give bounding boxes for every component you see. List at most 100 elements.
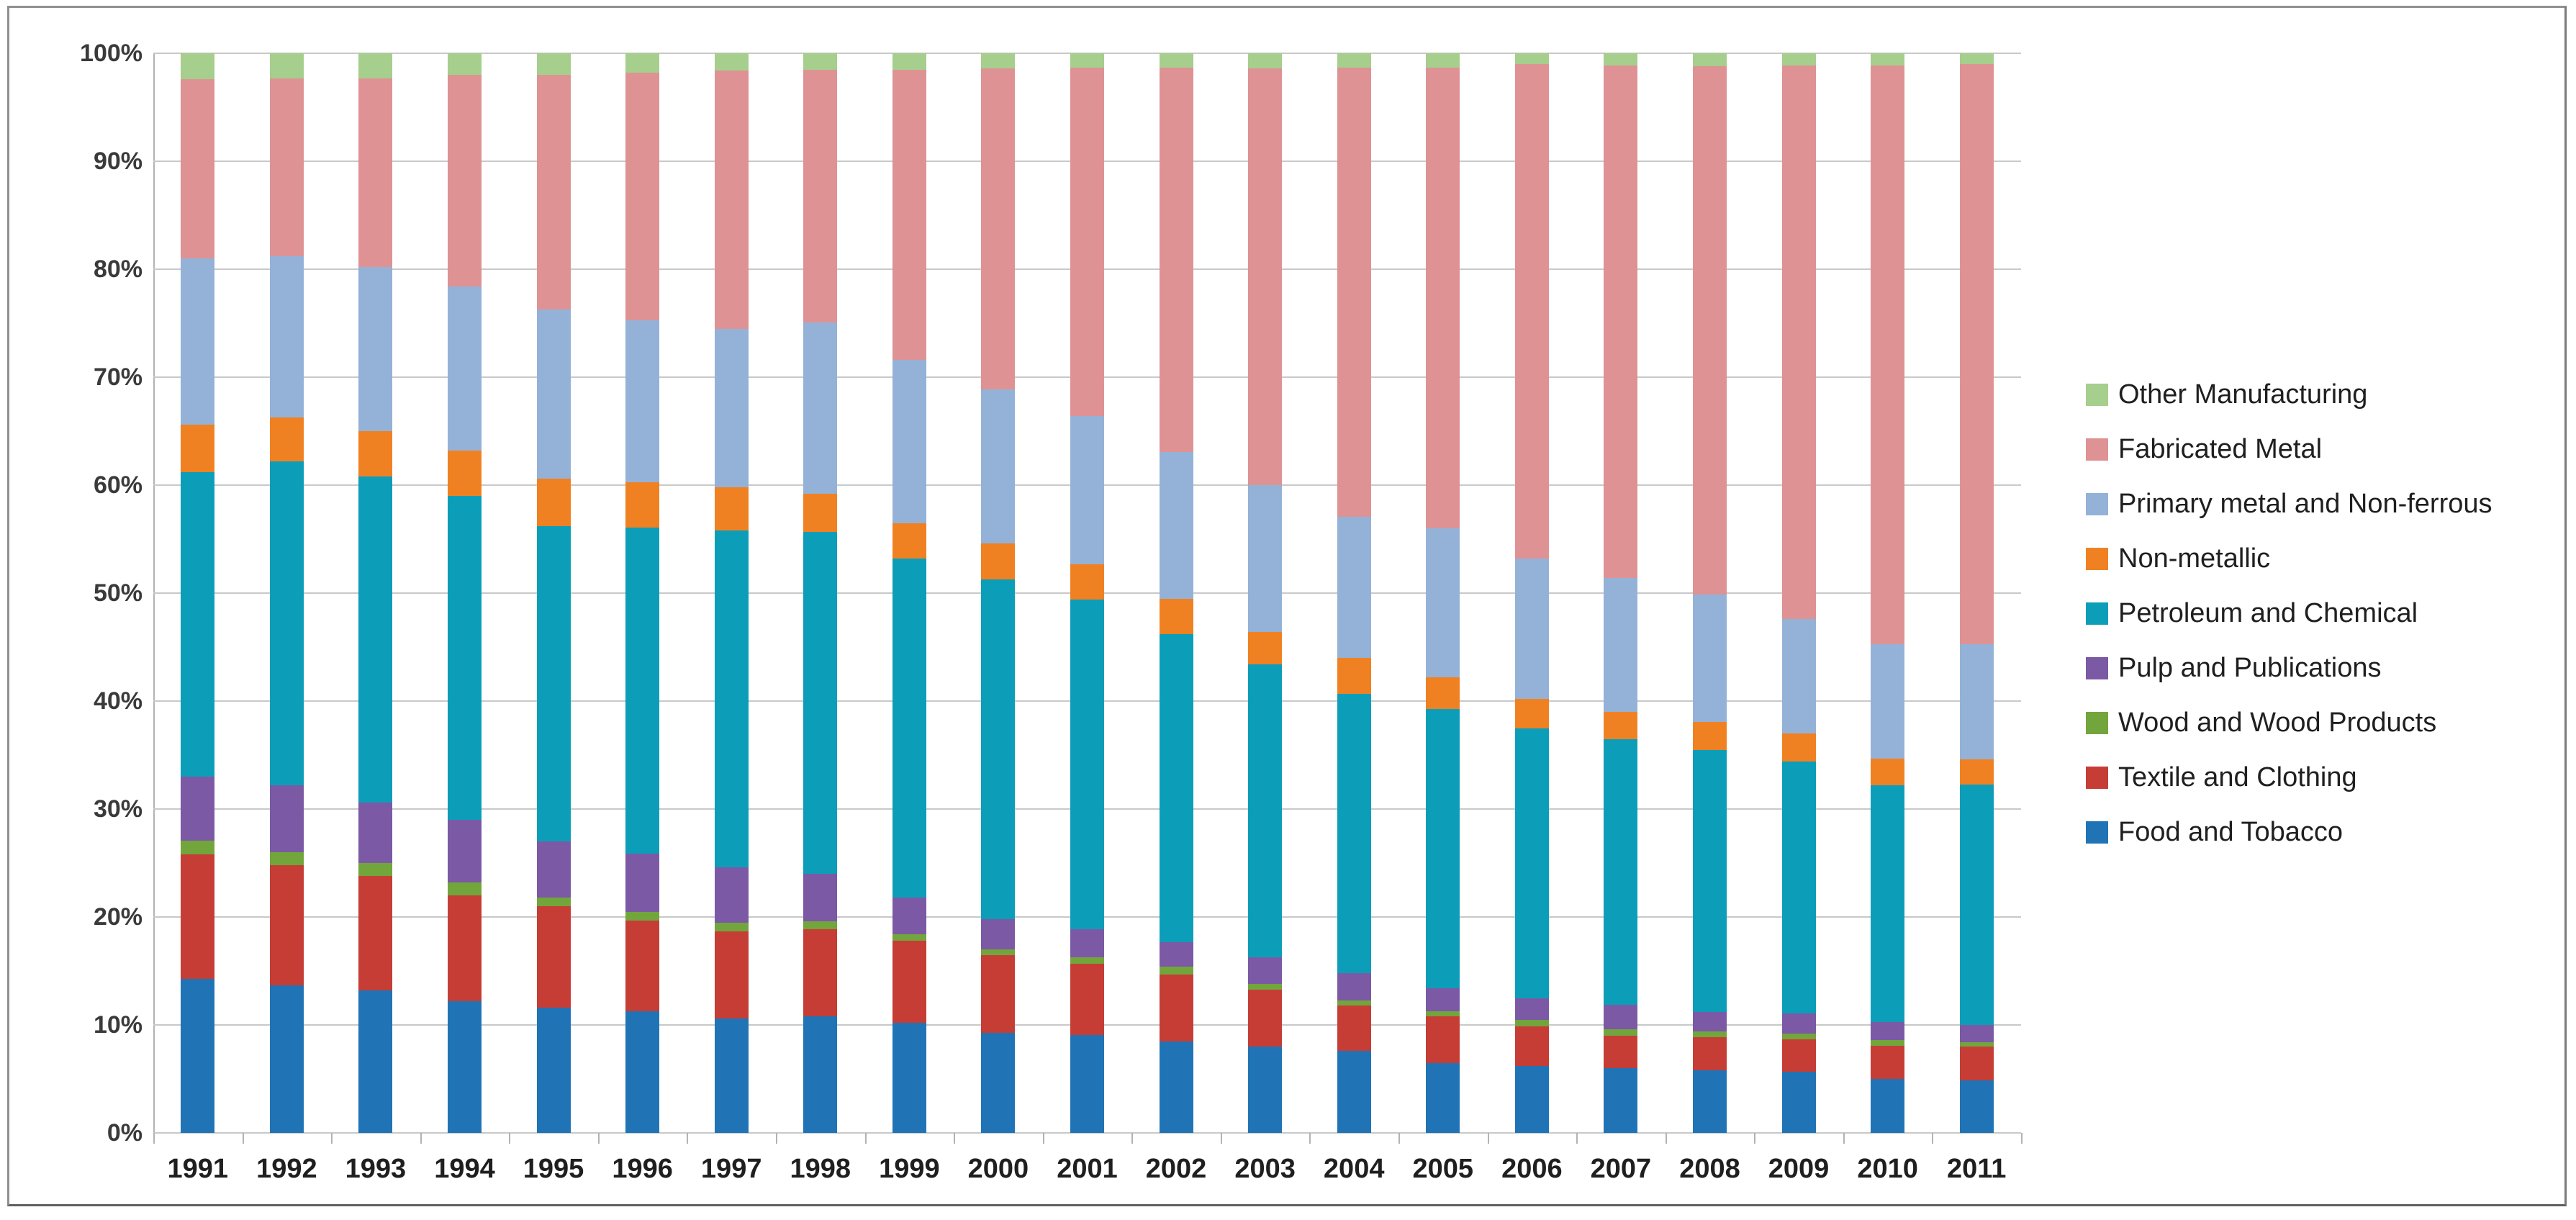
bar-segment-other-manufacturing bbox=[448, 53, 482, 75]
bar-segment-pulp-and-publications bbox=[1604, 1004, 1638, 1029]
bar-segment-pulp-and-publications bbox=[1070, 928, 1104, 957]
x-axis-tick bbox=[331, 1133, 333, 1144]
x-axis-tick bbox=[1131, 1133, 1134, 1144]
bar-segment-other-manufacturing bbox=[1426, 53, 1460, 68]
bar-segment-primary-metal-and-non-ferrous bbox=[1070, 416, 1104, 564]
bar-segment-primary-metal-and-non-ferrous bbox=[1693, 594, 1727, 722]
x-axis-tick bbox=[509, 1133, 511, 1144]
x-axis-tick bbox=[1754, 1133, 1756, 1144]
bar-segment-food-and-tobacco bbox=[1159, 1041, 1193, 1133]
bar-segment-petroleum-and-chemical bbox=[892, 559, 926, 898]
legend-label: Petroleum and Chemical bbox=[2118, 597, 2418, 628]
bar-segment-petroleum-and-chemical bbox=[1426, 708, 1460, 988]
bar-segment-primary-metal-and-non-ferrous bbox=[448, 286, 482, 451]
legend-label: Fabricated Metal bbox=[2118, 433, 2323, 464]
bar-segment-wood-and-wood-products bbox=[1426, 1011, 1460, 1016]
bar-2004 bbox=[1337, 53, 1371, 1133]
bar-2009 bbox=[1781, 53, 1816, 1133]
bar-segment-primary-metal-and-non-ferrous bbox=[803, 322, 838, 494]
bar-segment-wood-and-wood-products bbox=[269, 852, 304, 865]
legend-item-food-and-tobacco: Food and Tobacco bbox=[2086, 805, 2493, 859]
bar-segment-textile-and-clothing bbox=[1781, 1039, 1816, 1072]
bar-2000 bbox=[981, 53, 1016, 1133]
bar-segment-textile-and-clothing bbox=[1604, 1036, 1638, 1068]
x-axis-label: 2010 bbox=[1857, 1154, 1918, 1184]
bar-segment-fabricated-metal bbox=[1514, 64, 1549, 559]
bar-segment-petroleum-and-chemical bbox=[1337, 693, 1371, 973]
legend-label: Other Manufacturing bbox=[2118, 379, 2368, 410]
legend-item-primary-metal-and-non-ferrous: Primary metal and Non-ferrous bbox=[2086, 476, 2493, 531]
bar-segment-petroleum-and-chemical bbox=[714, 530, 749, 867]
x-axis-label: 2004 bbox=[1323, 1154, 1385, 1184]
bar-segment-wood-and-wood-products bbox=[448, 882, 482, 895]
bar-segment-textile-and-clothing bbox=[625, 920, 660, 1011]
bar-segment-fabricated-metal bbox=[1959, 64, 1994, 644]
x-axis-tick bbox=[954, 1133, 956, 1144]
chart-frame: 0% 10% 20% 30% 40% 50% 60% 70% 80% 90% 100% 1991 19… bbox=[7, 6, 2567, 1206]
bar-segment-textile-and-clothing bbox=[981, 954, 1016, 1033]
bar-segment-food-and-tobacco bbox=[625, 1011, 660, 1133]
bar-segment-petroleum-and-chemical bbox=[536, 526, 571, 841]
x-axis-label: 2005 bbox=[1412, 1154, 1474, 1184]
x-axis-label: 1994 bbox=[434, 1154, 495, 1184]
x-axis-tick bbox=[1042, 1133, 1044, 1144]
bar-segment-non-metallic bbox=[1959, 759, 1994, 785]
bar-segment-food-and-tobacco bbox=[1781, 1071, 1816, 1133]
bar-segment-other-manufacturing bbox=[803, 53, 838, 70]
x-axis-tick bbox=[1932, 1133, 1934, 1144]
bar-segment-wood-and-wood-products bbox=[714, 922, 749, 931]
legend: Other Manufacturing Fabricated Metal Prima… bbox=[2086, 367, 2493, 859]
bar-segment-non-metallic bbox=[448, 451, 482, 496]
bar-segment-fabricated-metal bbox=[269, 78, 304, 256]
legend-label: Textile and Clothing bbox=[2118, 762, 2357, 792]
x-axis-tick bbox=[1843, 1133, 1845, 1144]
legend-item-pulp-and-publications: Pulp and Publications bbox=[2086, 641, 2493, 695]
bar-segment-wood-and-wood-products bbox=[1337, 1000, 1371, 1006]
bar-segment-other-manufacturing bbox=[714, 53, 749, 71]
bar-segment-primary-metal-and-non-ferrous bbox=[1426, 528, 1460, 677]
bar-segment-textile-and-clothing bbox=[536, 906, 571, 1008]
x-axis-label: 2003 bbox=[1234, 1154, 1296, 1184]
bar-segment-food-and-tobacco bbox=[181, 978, 215, 1133]
bar-segment-non-metallic bbox=[1871, 758, 1905, 785]
bar-segment-other-manufacturing bbox=[1337, 53, 1371, 68]
x-axis-tick bbox=[597, 1133, 600, 1144]
bar-segment-other-manufacturing bbox=[269, 53, 304, 78]
bar-segment-primary-metal-and-non-ferrous bbox=[714, 328, 749, 487]
legend-swatch bbox=[2086, 383, 2108, 406]
bar-segment-fabricated-metal bbox=[981, 68, 1016, 389]
bar-segment-pulp-and-publications bbox=[181, 777, 215, 841]
legend-swatch bbox=[2086, 821, 2108, 844]
bar-segment-food-and-tobacco bbox=[1248, 1047, 1283, 1133]
bar-segment-petroleum-and-chemical bbox=[1248, 664, 1283, 957]
x-axis-label: 1993 bbox=[345, 1154, 407, 1184]
bar-2001 bbox=[1070, 53, 1104, 1133]
bar-segment-non-metallic bbox=[1159, 598, 1193, 634]
bar-segment-wood-and-wood-products bbox=[1514, 1019, 1549, 1026]
bar-segment-petroleum-and-chemical bbox=[1070, 600, 1104, 929]
bar-segment-food-and-tobacco bbox=[981, 1032, 1016, 1133]
x-axis-label: 2002 bbox=[1145, 1154, 1207, 1184]
legend-label: Non-metallic bbox=[2118, 543, 2271, 574]
bar-segment-textile-and-clothing bbox=[1337, 1006, 1371, 1051]
bar-segment-food-and-tobacco bbox=[892, 1023, 926, 1133]
bar-2002 bbox=[1159, 53, 1193, 1133]
bar-segment-food-and-tobacco bbox=[1604, 1068, 1638, 1133]
bar-segment-food-and-tobacco bbox=[536, 1008, 571, 1133]
legend-swatch bbox=[2086, 711, 2108, 734]
plot-area bbox=[153, 53, 2021, 1134]
legend-swatch bbox=[2086, 602, 2108, 625]
bar-segment-fabricated-metal bbox=[625, 73, 660, 320]
legend-item-wood-and-wood-products: Wood and Wood Products bbox=[2086, 695, 2493, 750]
bar-segment-wood-and-wood-products bbox=[1159, 967, 1193, 975]
bar-segment-wood-and-wood-products bbox=[536, 898, 571, 906]
bar-2011 bbox=[1959, 53, 1994, 1133]
bar-segment-other-manufacturing bbox=[181, 53, 215, 79]
bar-segment-food-and-tobacco bbox=[1070, 1034, 1104, 1133]
bar-segment-textile-and-clothing bbox=[1248, 989, 1283, 1047]
bar-segment-fabricated-metal bbox=[1604, 65, 1638, 578]
y-axis-label: 50% bbox=[93, 579, 143, 607]
bar-segment-non-metallic bbox=[625, 482, 660, 528]
bar-segment-food-and-tobacco bbox=[1693, 1070, 1727, 1133]
bar-segment-primary-metal-and-non-ferrous bbox=[1959, 643, 1994, 759]
